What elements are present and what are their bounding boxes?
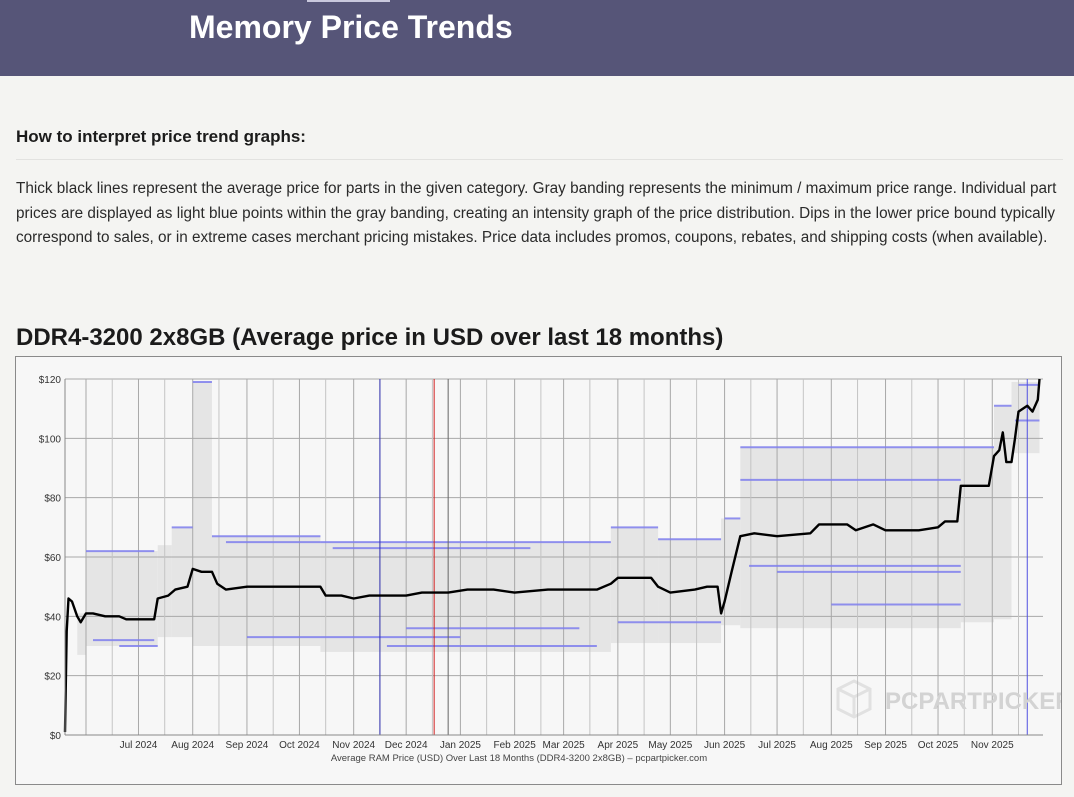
price-range-band: [77, 613, 86, 655]
y-tick-label: $60: [44, 553, 61, 564]
x-tick-label: Sep 2025: [864, 740, 907, 751]
y-tick-label: $20: [44, 672, 61, 683]
pcpartpicker-watermark: PCPARTPICKER: [836, 679, 1073, 719]
y-tick-label: $120: [39, 375, 62, 386]
x-axis-label: Average RAM Price (USD) Over Last 18 Mon…: [331, 753, 707, 764]
x-tick-label: Feb 2025: [494, 740, 537, 751]
watermark-text: PCPARTPICKER: [885, 688, 1061, 715]
x-tick-label: Oct 2025: [918, 740, 959, 751]
price-range-band: [1011, 381, 1040, 454]
x-tick-label: Aug 2024: [171, 740, 214, 751]
price-chart-container: PCPARTPICKER $0 $20 $40 $60 $80 $100 $120 Jul 2…: [15, 356, 1073, 785]
x-tick-label: Jul 2025: [758, 740, 796, 751]
x-tick-label: Aug 2025: [810, 740, 853, 751]
heading-divider: [16, 159, 1063, 160]
price-range-band: [610, 527, 659, 644]
page-header: Memory Price Trends: [0, 0, 1074, 76]
x-tick-label: Apr 2025: [598, 740, 639, 751]
y-tick-label: $0: [50, 731, 62, 742]
x-tick-label: Sep 2024: [226, 740, 269, 751]
interpretation-heading: How to interpret price trend graphs:: [16, 127, 306, 146]
interpretation-text: Thick black lines represent the average …: [16, 180, 1057, 246]
price-range-band: [192, 381, 212, 646]
y-tick-label: $40: [44, 612, 61, 623]
price-range-band: [85, 551, 158, 646]
price-range-band: [171, 527, 193, 638]
x-tick-label: Jul 2024: [120, 740, 158, 751]
y-tick-label: $100: [39, 434, 62, 445]
x-tick-label: Nov 2024: [332, 740, 375, 751]
chart-title: DDR4-3200 2x8GB (Average price in USD ov…: [16, 324, 724, 351]
x-tick-label: Jun 2025: [704, 740, 746, 751]
x-tick-label: Jan 2025: [440, 740, 482, 751]
price-trend-chart: PCPARTPICKER $0 $20 $40 $60 $80 $100 $120 Jul 2…: [39, 375, 1073, 764]
price-range-band: [740, 447, 961, 629]
price-range-band: [320, 542, 611, 652]
x-tick-label: May 2025: [648, 740, 692, 751]
header-tab-indicator: [307, 0, 390, 2]
y-tick-label: $80: [44, 494, 61, 505]
x-tick-label: Nov 2025: [971, 740, 1014, 751]
price-range-band: [960, 447, 995, 623]
price-range-band: [211, 536, 321, 646]
x-tick-label: Oct 2024: [279, 740, 320, 751]
x-tick-label: Dec 2024: [385, 740, 428, 751]
page-title: Memory Price Trends: [189, 9, 513, 45]
x-tick-label: Mar 2025: [542, 740, 585, 751]
average-price-line: [63, 378, 1041, 733]
